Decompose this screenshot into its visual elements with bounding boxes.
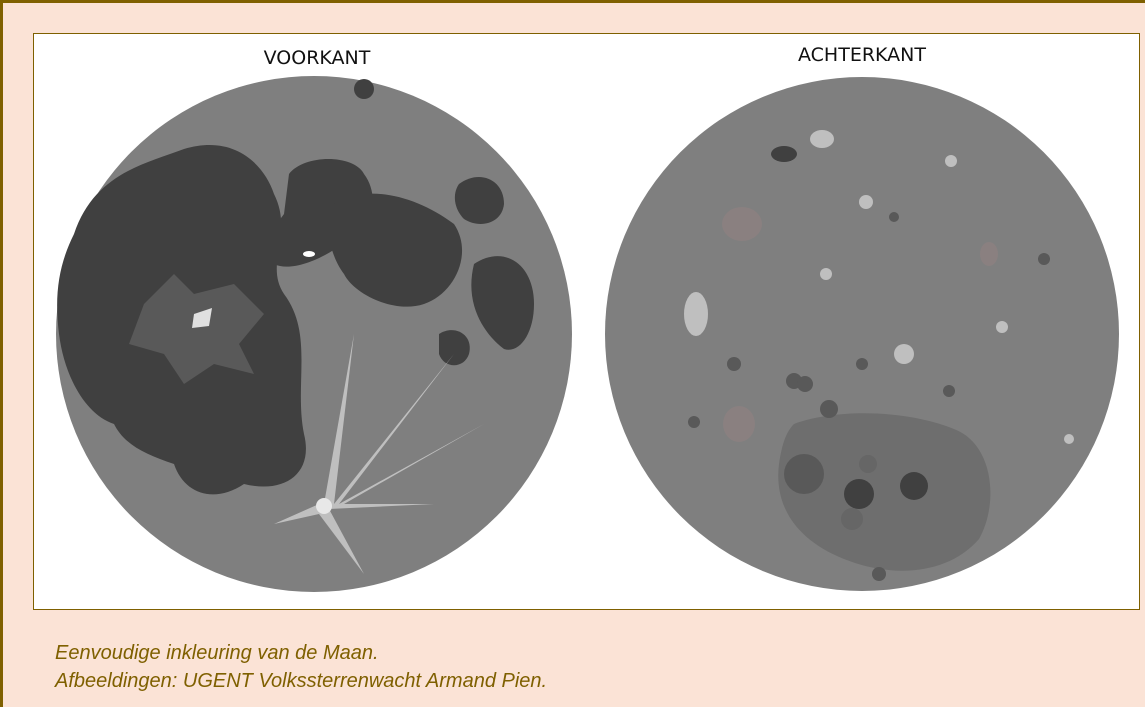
moon-near-side bbox=[56, 76, 572, 592]
caption-line: Afbeeldingen: UGENT Volkssterrenwacht Ar… bbox=[55, 667, 547, 695]
panel-label: VOORKANT bbox=[264, 47, 371, 69]
caption: Eenvoudige inkleuring van de Maan. Afbee… bbox=[55, 639, 547, 695]
caption-line: Eenvoudige inkleuring van de Maan. bbox=[55, 639, 547, 667]
moon-illustration: VOORKANT ACHTERKANT bbox=[34, 34, 1139, 609]
page: VOORKANT ACHTERKANT bbox=[0, 0, 1145, 707]
panel-label: ACHTERKANT bbox=[798, 44, 926, 66]
figure: VOORKANT ACHTERKANT bbox=[33, 33, 1140, 610]
moon-far-side bbox=[605, 77, 1119, 591]
